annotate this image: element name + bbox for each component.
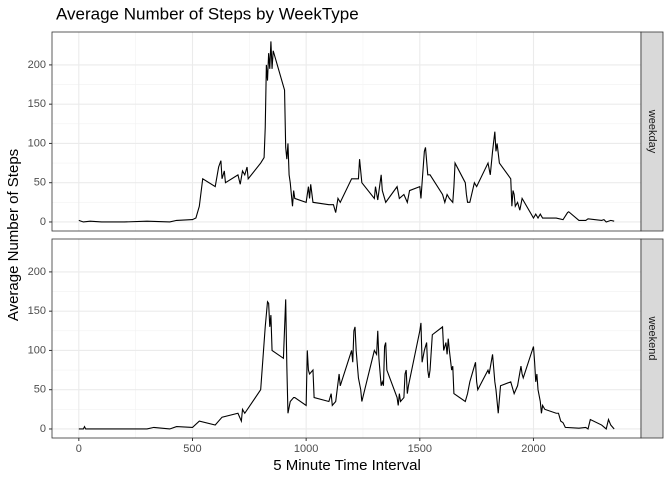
- strip: [640, 238, 664, 439]
- x-tick-label: 2000: [521, 443, 545, 455]
- x-tick-label: 500: [183, 443, 201, 455]
- strip-label: weekday: [646, 109, 658, 154]
- y-tick-label: 100: [28, 137, 46, 149]
- x-axis-label: 5 Minute Time Interval: [273, 457, 421, 474]
- y-tick-label: 150: [28, 98, 46, 110]
- strip: [640, 31, 664, 232]
- y-tick-label: 150: [28, 305, 46, 317]
- y-tick-label: 100: [28, 344, 46, 356]
- chart-title: Average Number of Steps by WeekType: [56, 4, 359, 23]
- x-tick-label: 1500: [408, 443, 432, 455]
- y-tick-label: 200: [28, 266, 46, 278]
- x-tick-label: 1000: [294, 443, 318, 455]
- y-tick-label: 50: [34, 177, 46, 189]
- y-tick-label: 0: [40, 216, 46, 228]
- data-line: [78, 299, 615, 430]
- panel-background: [52, 239, 641, 438]
- x-tick-label: 0: [76, 443, 82, 455]
- y-axis-label: Average Number of Steps: [5, 149, 22, 321]
- y-tick-label: 0: [40, 423, 46, 435]
- y-tick-label: 200: [28, 59, 46, 71]
- panel-background: [52, 32, 641, 231]
- data-line: [78, 41, 615, 223]
- strip-label: weekend: [646, 315, 658, 360]
- y-tick-label: 50: [34, 384, 46, 396]
